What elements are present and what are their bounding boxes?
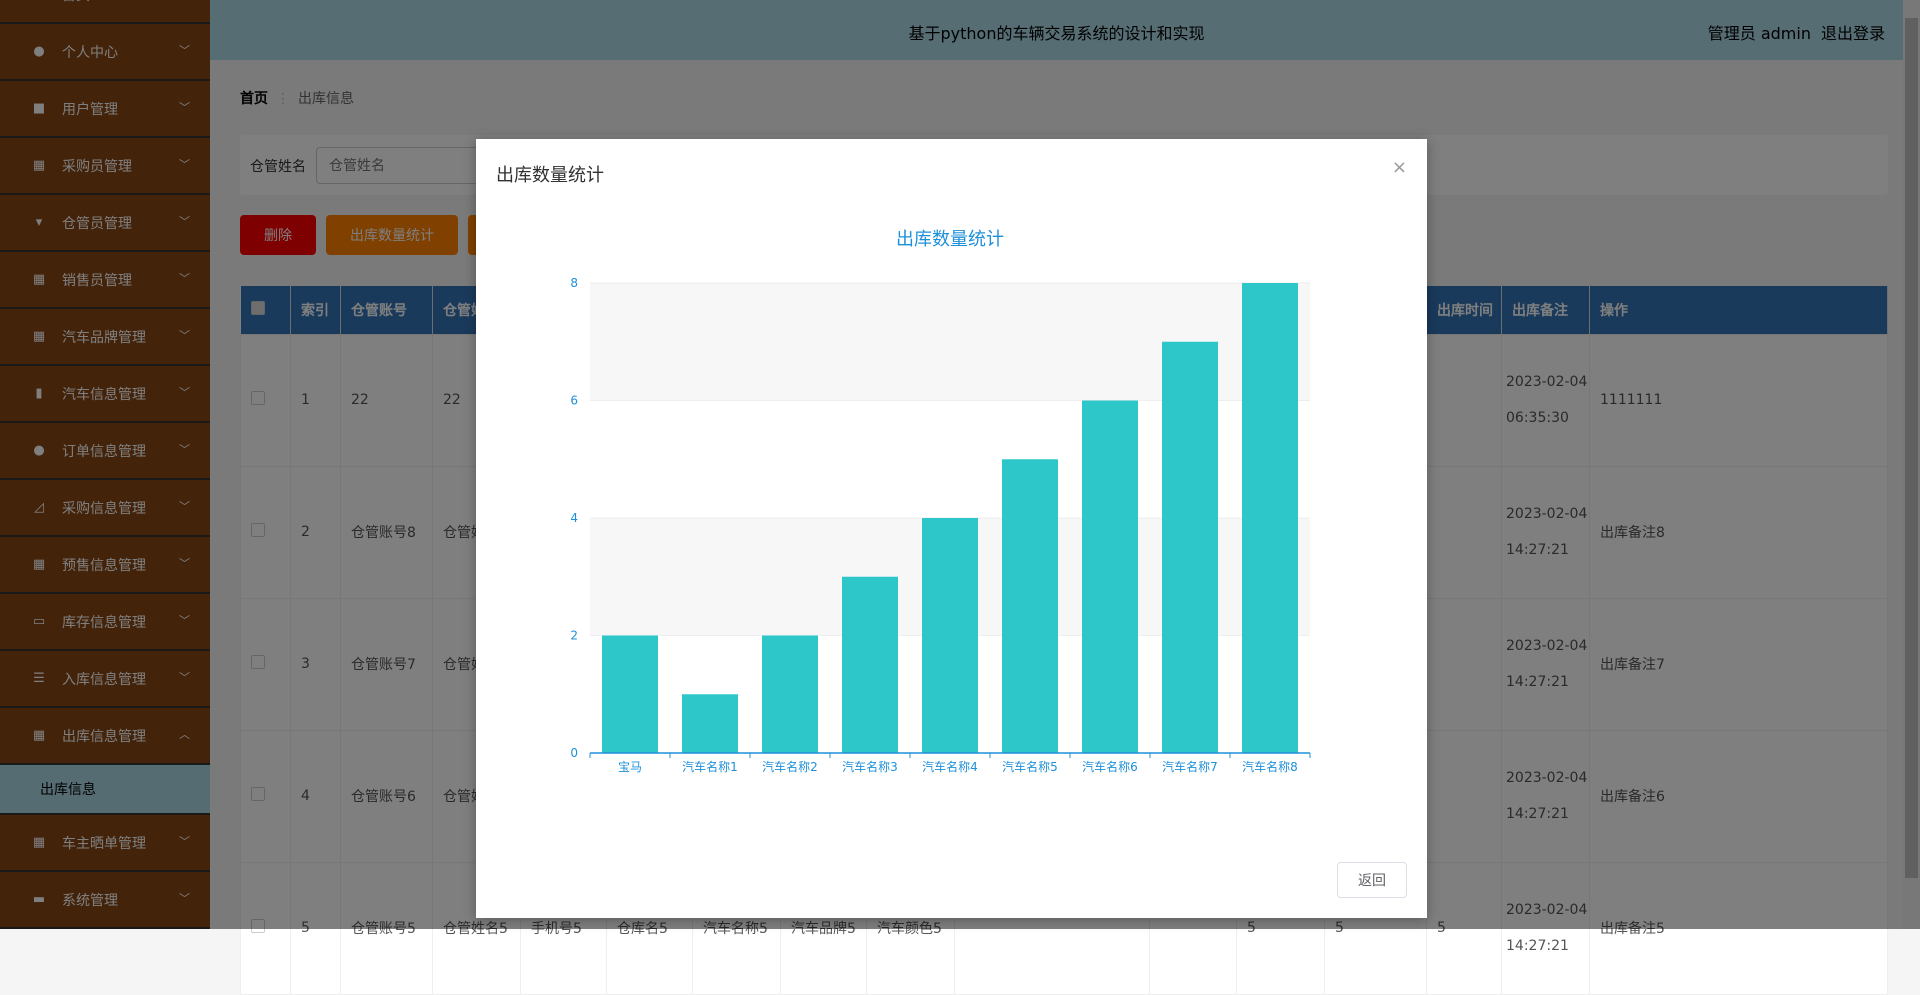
bar	[842, 576, 898, 753]
x-tick-label: 汽车名称8	[1242, 759, 1298, 774]
x-tick-label: 汽车名称3	[842, 759, 898, 774]
back-button[interactable]: 返回	[1337, 862, 1407, 898]
x-tick-label: 汽车名称4	[922, 759, 978, 774]
y-tick-label: 0	[570, 746, 578, 760]
y-tick-label: 4	[570, 511, 578, 525]
x-tick-label: 汽车名称6	[1082, 759, 1138, 774]
x-tick-label: 汽车名称7	[1162, 759, 1218, 774]
x-tick-label: 汽车名称1	[682, 759, 738, 774]
bar	[762, 635, 818, 753]
bar	[602, 635, 658, 753]
x-tick-label: 汽车名称5	[1002, 759, 1058, 774]
x-tick-label: 宝马	[618, 760, 642, 774]
y-tick-label: 2	[570, 629, 578, 643]
x-tick-label: 汽车名称2	[762, 759, 818, 774]
y-tick-label: 8	[570, 276, 578, 290]
bar	[1002, 459, 1058, 753]
bar	[1242, 283, 1298, 753]
bar	[682, 694, 738, 753]
stats-modal: 出库数量统计 × 出库数量统计 0 2 4 6 8 宝马 汽车名称1 汽车名称2 汽车名称3 汽车名…	[476, 139, 1427, 918]
bar	[1162, 341, 1218, 753]
y-tick-label: 6	[570, 394, 578, 408]
bar	[922, 518, 978, 753]
chart-title: 出库数量统计	[896, 229, 1004, 250]
bar	[1082, 400, 1138, 753]
modal-title: 出库数量统计	[496, 165, 604, 186]
bar-chart: 出库数量统计 0 2 4 6 8 宝马 汽车名称1 汽车名称2 汽车名称3 汽车名称4 汽车名称5 汽车…	[570, 229, 1311, 774]
close-icon[interactable]: ×	[1391, 157, 1407, 178]
